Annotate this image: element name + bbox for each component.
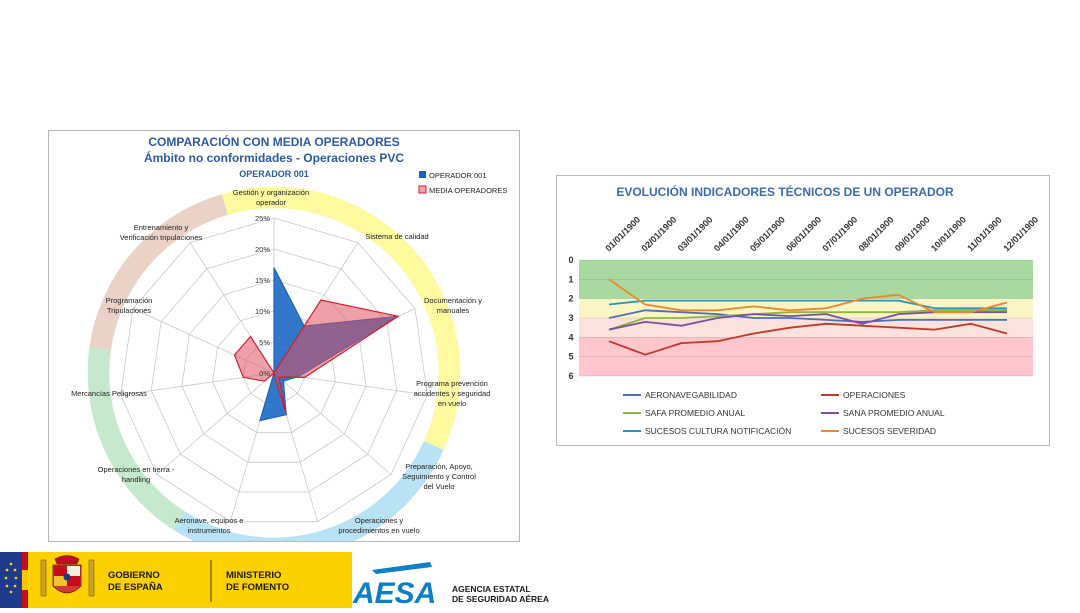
legend-swatch-average	[418, 185, 427, 194]
line-chart-y-tick: 3	[568, 313, 573, 323]
line-chart: EVOLUCIÓN INDICADORES TÉCNICOS DE UN OPE…	[568, 184, 1040, 436]
line-chart-y-tick: 5	[568, 352, 573, 362]
radar-series-average	[233, 299, 400, 415]
line-series-aeronavegabilidad	[608, 309, 1007, 323]
line-chart-x-tick: 03/01/1900	[676, 214, 715, 253]
radar-category-label: Entrenamiento y Verificación tripulacione…	[120, 223, 203, 242]
footer-logo-strip: GOBIERNO DE ESPAÑA MINISTERIO DE FOMENTO…	[0, 552, 549, 610]
aesa-name-line2: DE SEGURIDAD AÉREA	[452, 594, 549, 604]
line-chart-x-tick: 10/01/1900	[929, 214, 968, 253]
line-chart-x-tick: 06/01/1900	[784, 214, 823, 253]
radar-category-label: Sistema de calidad	[365, 232, 428, 241]
radar-chart: COMPARACIÓN CON MEDIA OPERADORES Ámbito …	[71, 134, 507, 560]
line-chart-x-tick: 12/01/1900	[1001, 214, 1040, 253]
legend-series-label: SUCESOS SEVERIDAD	[843, 426, 936, 436]
line-chart-y-tick: 4	[568, 332, 573, 342]
line-series-safa-promedio-anual	[608, 309, 1007, 331]
line-chart-x-tick: 09/01/1900	[893, 214, 932, 253]
radar-chart-panel: COMPARACIÓN CON MEDIA OPERADORES Ámbito …	[48, 130, 520, 560]
line-chart-y-ticks: 0 1 2 3 4 5 6	[568, 255, 573, 381]
radar-category-label: Mercancías Peligrosas	[71, 389, 147, 398]
aesa-name-line1: AGENCIA ESTATAL	[452, 584, 531, 594]
radar-category-label: Documentación y manuales	[424, 296, 482, 315]
spain-flag-red-bottom	[22, 590, 28, 608]
coat-of-arms-icon	[40, 555, 95, 597]
radar-subtitle: Ámbito no conformidades - Operaciones PV…	[144, 150, 404, 165]
line-chart-x-tick: 11/01/1900	[965, 215, 1004, 254]
line-chart-band	[579, 318, 1033, 338]
ministerio-line2: DE FOMENTO	[226, 582, 289, 593]
line-chart-y-tick: 0	[568, 255, 573, 265]
radar-category-label: Aeronave, equipos e instrumentos	[175, 516, 244, 535]
radar-tick-label: 0%	[259, 369, 270, 378]
ministry-band	[28, 552, 352, 608]
line-chart-x-tick: 07/01/1900	[820, 214, 859, 253]
radar-title: COMPARACIÓN CON MEDIA OPERADORES	[148, 134, 399, 149]
aesa-logo-text: AESA	[352, 577, 436, 608]
line-chart-x-tick: 05/01/1900	[748, 214, 787, 253]
line-chart-series-layer	[608, 278, 1008, 356]
footer-logos: GOBIERNO DE ESPAÑA MINISTERIO DE FOMENTO…	[0, 550, 1080, 610]
gobierno-line1: GOBIERNO	[108, 570, 160, 581]
line-series-operaciones	[608, 322, 1008, 356]
radar-tick-label: 10%	[255, 307, 270, 316]
line-series-sucesos-severidad	[608, 278, 1008, 314]
radar-tick-labels: 0% 5% 10% 15% 20% 25%	[255, 214, 270, 378]
radar-series-layer	[233, 267, 400, 422]
gobierno-line2: DE ESPAÑA	[108, 582, 163, 593]
line-chart-y-tick: 1	[568, 274, 573, 284]
legend-label-average: MEDIA OPERADORES	[429, 186, 507, 195]
line-series-sucesos-cultura-notificaci-n	[608, 299, 1007, 310]
eu-flag	[0, 552, 22, 608]
legend-label-operator: OPERADOR 001	[429, 171, 487, 180]
line-chart-x-tick: 08/01/1900	[857, 214, 896, 253]
aesa-logo: AESA	[352, 562, 436, 610]
radar-category-label: Programa prevención accidentes y segurida…	[414, 379, 491, 408]
radar-ring-segment	[104, 441, 186, 530]
line-chart-band	[579, 260, 1033, 299]
legend-series-label: AERONAVEGABILIDAD	[645, 390, 737, 400]
radar-tick-label: 25%	[255, 214, 270, 223]
radar-category-labels: Gestión y organización operador Sistema de…	[71, 188, 490, 535]
radar-spoke	[156, 372, 275, 475]
legend-series-label: OPERACIONES	[843, 390, 906, 400]
radar-ring-segment	[133, 194, 228, 266]
line-chart-y-tick: 2	[568, 294, 573, 304]
legend-series-label: SAFA PROMEDIO ANUAL	[645, 408, 745, 418]
line-chart-y-tick: 6	[568, 371, 573, 381]
legend-series-label: SANA PROMEDIO ANUAL	[843, 408, 945, 418]
ministerio-line1: MINISTERIO	[226, 570, 281, 581]
radar-tick-label: 20%	[255, 245, 270, 254]
radar-category-label: Programación Tripulaciones	[106, 296, 153, 315]
radar-category-label: Gestión y organización operador	[233, 188, 309, 207]
line-chart-panel: EVOLUCIÓN INDICADORES TÉCNICOS DE UN OPE…	[556, 175, 1050, 446]
radar-spoke	[273, 372, 392, 475]
radar-grid-ring	[120, 217, 428, 523]
radar-legend: OPERADOR 001 MEDIA OPERADORES	[418, 171, 507, 195]
spain-flag-yellow	[22, 570, 28, 590]
line-chart-x-tick: 04/01/1900	[712, 214, 751, 253]
line-chart-x-tick: 02/01/1900	[640, 214, 679, 253]
aesa-swoosh-icon	[372, 562, 432, 574]
radar-tick-label: 15%	[255, 276, 270, 285]
line-chart-title: EVOLUCIÓN INDICADORES TÉCNICOS DE UN OPE…	[616, 184, 954, 199]
line-chart-x-tick: 01/01/1900	[603, 214, 642, 253]
spain-flag-red-top	[22, 552, 28, 570]
radar-tick-label: 5%	[259, 338, 270, 347]
line-chart-x-ticks: 01/01/190002/01/190003/01/190004/01/1900…	[603, 214, 1040, 253]
radar-category-label: Operaciones en tierra -handling	[98, 465, 175, 484]
legend-series-label: SUCESOS CULTURA NOTIFICACIÓN	[645, 426, 791, 436]
radar-category-label: Preparación, Apoyo, Seguimiento y Control…	[402, 462, 476, 491]
line-chart-band	[579, 337, 1033, 376]
radar-ring-segment	[87, 346, 125, 451]
radar-category-label: Operaciones y procedimientos en vuelo	[338, 516, 419, 535]
radar-operator-label: OPERADOR 001	[239, 169, 309, 179]
line-chart-legend: AERONAVEGABILIDAD OPERACIONES SAFA PROMEDI…	[623, 390, 945, 436]
eu-stars-icon	[4, 562, 18, 594]
legend-swatch-operator	[419, 171, 426, 178]
